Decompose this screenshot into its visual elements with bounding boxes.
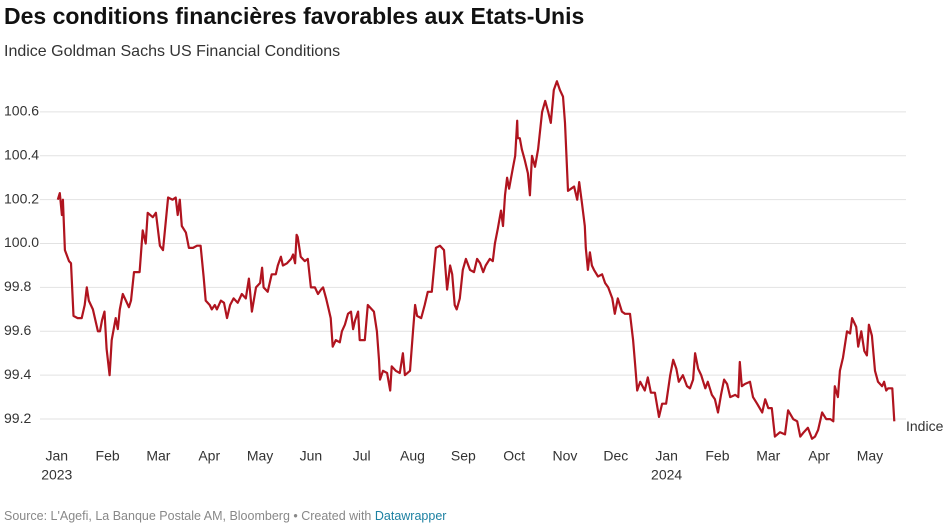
series-line bbox=[56, 80, 896, 440]
credit-link[interactable]: Datawrapper bbox=[375, 509, 447, 523]
x-tick-label: Dec bbox=[603, 448, 628, 464]
x-tick-label: Feb bbox=[96, 448, 120, 464]
x-tick-label: Feb bbox=[705, 448, 729, 464]
chart-subtitle: Indice Goldman Sachs US Financial Condit… bbox=[4, 43, 340, 60]
x-tick-label: May bbox=[247, 448, 273, 464]
y-tick-label: 100.6 bbox=[4, 103, 39, 119]
x-tick-label: Jul bbox=[353, 448, 371, 464]
x-tick-label: Jan bbox=[655, 448, 678, 464]
y-tick-label: 100.0 bbox=[4, 234, 39, 250]
x-tick-label: Mar bbox=[146, 448, 170, 464]
x-tick-label: Nov bbox=[553, 448, 578, 464]
y-tick-label: 99.4 bbox=[4, 366, 31, 382]
x-tick-label: Mar bbox=[756, 448, 780, 464]
x-tick-label: Sep bbox=[451, 448, 476, 464]
y-tick-label: 99.2 bbox=[4, 410, 31, 426]
y-tick-label: 100.2 bbox=[4, 190, 39, 206]
x-tick-label: Jun bbox=[300, 448, 323, 464]
x-tick-label: May bbox=[857, 448, 883, 464]
chart-title: Des conditions financières favorables au… bbox=[4, 3, 584, 29]
x-tick-label: Aug bbox=[400, 448, 425, 464]
x-year-label: 2023 bbox=[41, 467, 72, 483]
series-label: Indice bbox=[906, 418, 944, 434]
source-note: Source: L'Agefi, La Banque Postale AM, B… bbox=[4, 509, 446, 523]
x-tick-label: Apr bbox=[808, 448, 830, 464]
x-tick-label: Jan bbox=[45, 448, 68, 464]
y-tick-label: 100.4 bbox=[4, 146, 39, 162]
x-tick-label: Oct bbox=[503, 448, 525, 464]
x-year-label: 2024 bbox=[651, 467, 682, 483]
y-tick-label: 99.8 bbox=[4, 278, 31, 294]
x-tick-label: Apr bbox=[198, 448, 220, 464]
source: Source: L'Agefi, La Banque Postale AM, B… bbox=[4, 509, 371, 523]
y-tick-label: 99.6 bbox=[4, 322, 31, 338]
